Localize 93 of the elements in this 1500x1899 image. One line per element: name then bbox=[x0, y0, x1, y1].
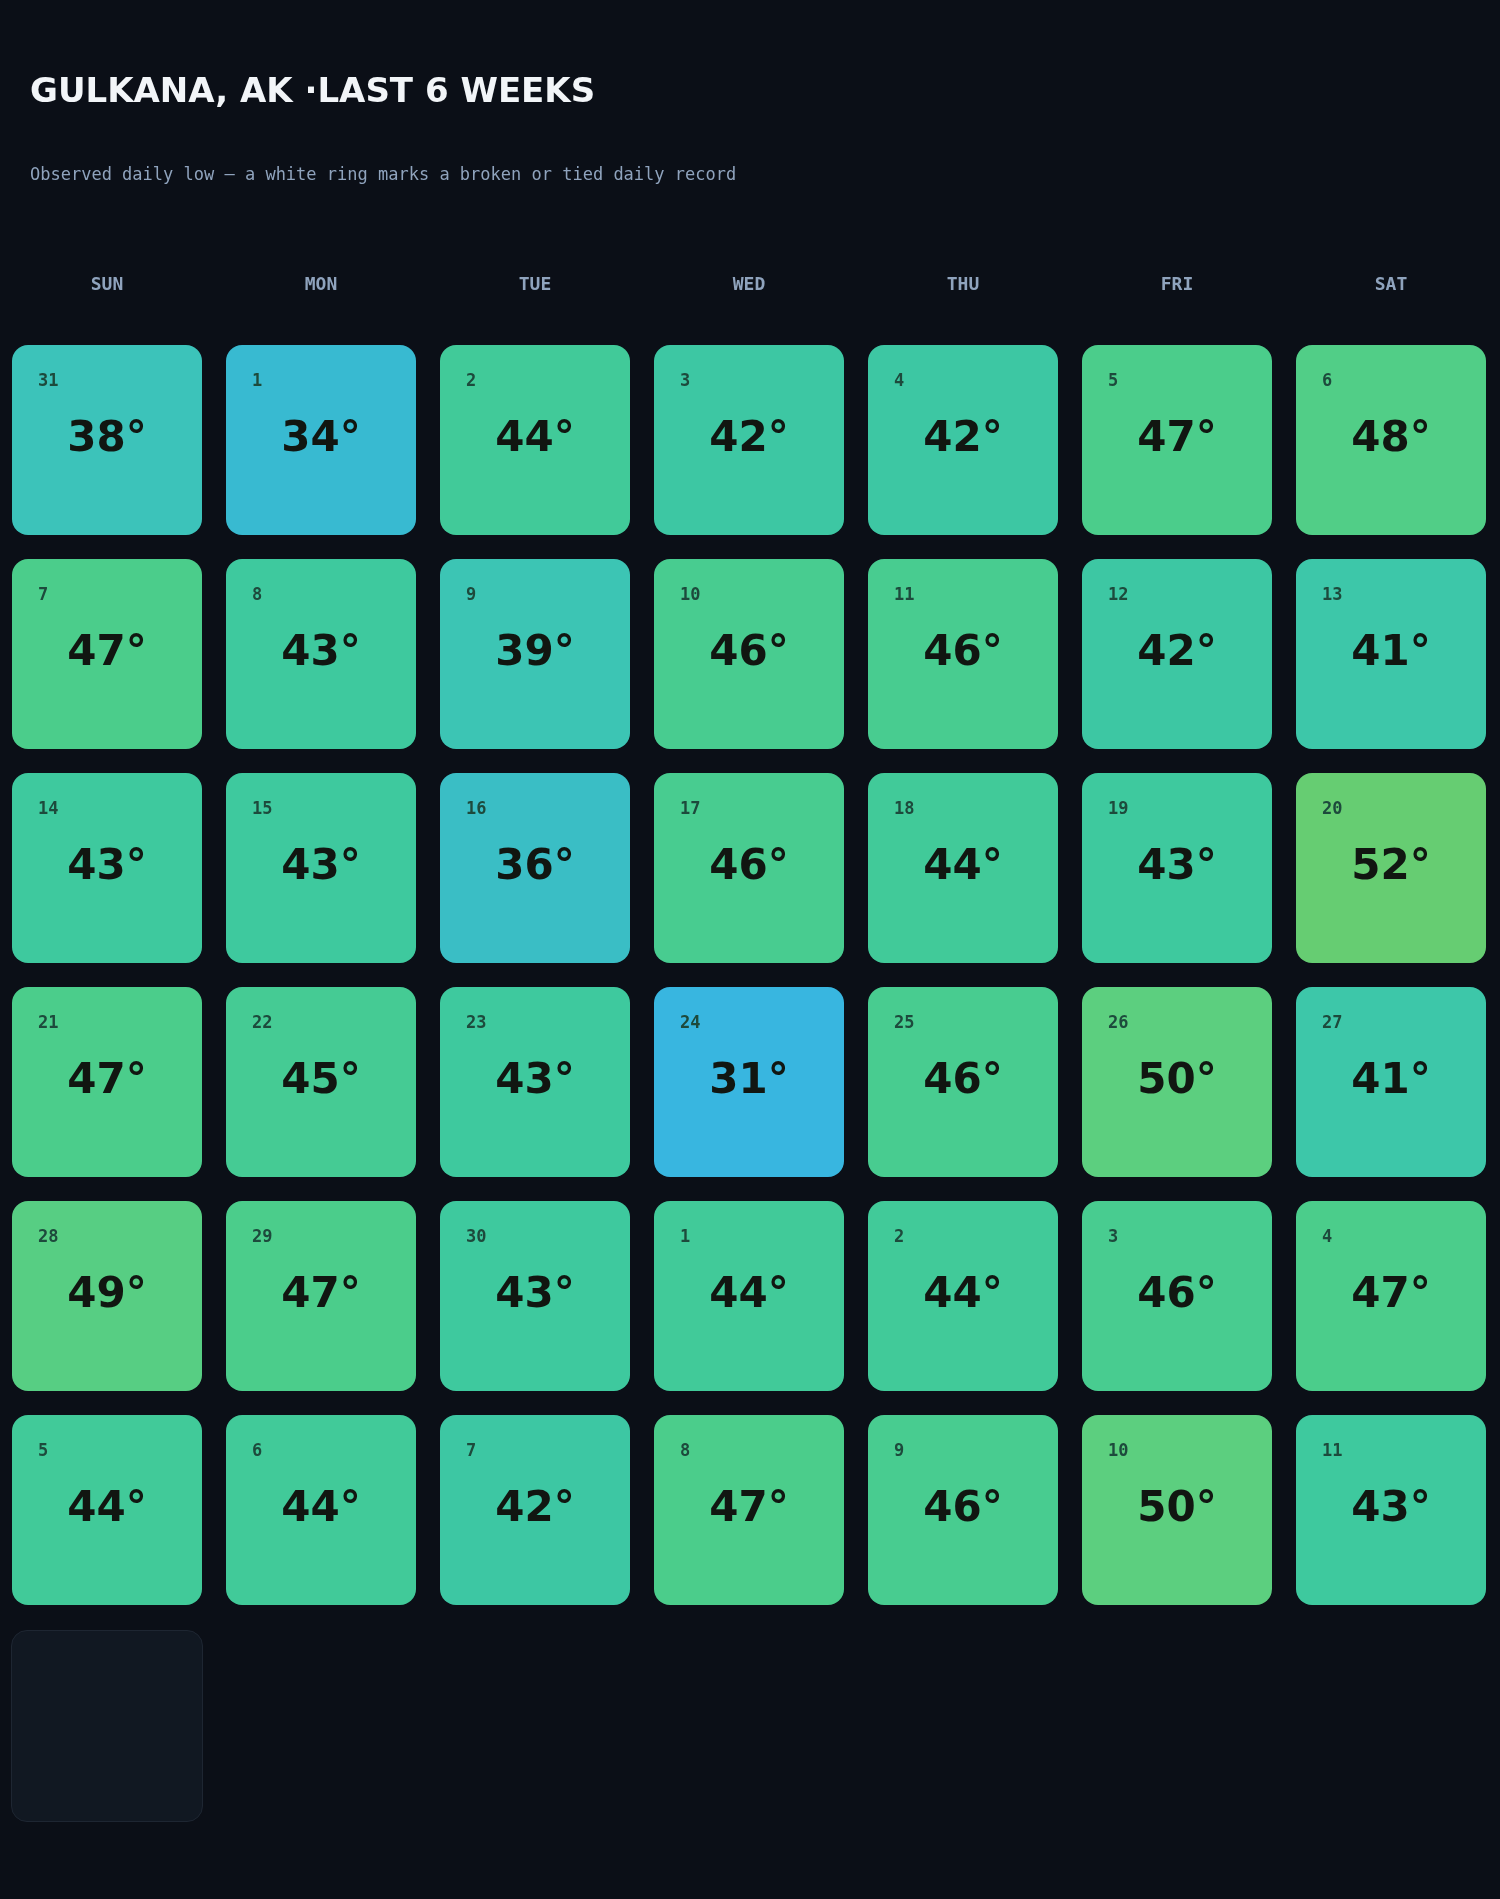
data-label: 50° bbox=[1137, 1481, 1217, 1531]
annotation: 17 bbox=[680, 798, 701, 819]
data-label: 43° bbox=[281, 625, 361, 675]
annotation: 6 bbox=[252, 1440, 263, 1461]
x-tick-label: TUE bbox=[518, 272, 552, 294]
x-tick-label: SAT bbox=[1374, 272, 1408, 294]
data-label: 43° bbox=[67, 839, 147, 889]
annotation: 5 bbox=[1108, 370, 1119, 391]
data-label: 42° bbox=[495, 1481, 575, 1531]
annotation: 30 bbox=[466, 1226, 487, 1247]
annotation: 25 bbox=[894, 1012, 915, 1033]
annotation: 23 bbox=[466, 1012, 487, 1033]
annotation: 8 bbox=[252, 584, 263, 605]
data-label: 36° bbox=[495, 839, 575, 889]
data-label: 43° bbox=[281, 839, 361, 889]
annotation: 16 bbox=[466, 798, 487, 819]
data-label: 38° bbox=[67, 411, 147, 461]
annotation: 9 bbox=[466, 584, 477, 605]
annotation: 2 bbox=[894, 1226, 905, 1247]
annotation: 1 bbox=[680, 1226, 691, 1247]
data-label: 49° bbox=[67, 1267, 147, 1317]
annotation: 7 bbox=[466, 1440, 477, 1461]
data-label: 43° bbox=[1351, 1481, 1431, 1531]
annotation: 31 bbox=[38, 370, 59, 391]
annotation: 15 bbox=[252, 798, 273, 819]
annotation: 26 bbox=[1108, 1012, 1129, 1033]
data-label: 50° bbox=[1137, 1053, 1217, 1103]
data-label: 46° bbox=[923, 1481, 1003, 1531]
data-label: 44° bbox=[923, 839, 1003, 889]
data-label: 46° bbox=[923, 625, 1003, 675]
annotation: 4 bbox=[894, 370, 905, 391]
annotation: 7 bbox=[38, 584, 49, 605]
x-tick-label: WED bbox=[732, 272, 766, 294]
annotation: 20 bbox=[1322, 798, 1343, 819]
annotation: 3 bbox=[1108, 1226, 1119, 1247]
annotation: 4 bbox=[1322, 1226, 1333, 1247]
annotation: 29 bbox=[252, 1226, 273, 1247]
chart-title: GULKANA, AK ·LAST 6 WEEKS bbox=[30, 69, 596, 110]
data-label: 43° bbox=[495, 1267, 575, 1317]
annotation: 21 bbox=[38, 1012, 59, 1033]
x-tick-label: SUN bbox=[90, 272, 124, 294]
annotation: 6 bbox=[1322, 370, 1333, 391]
data-label: 42° bbox=[1137, 625, 1217, 675]
data-label: 47° bbox=[1137, 411, 1217, 461]
data-label: 47° bbox=[1351, 1267, 1431, 1317]
data-label: 41° bbox=[1351, 1053, 1431, 1103]
annotation: 28 bbox=[38, 1226, 59, 1247]
chart-subtitle: Observed daily low — a white ring marks a broken or tied daily record bbox=[30, 164, 737, 185]
data-label: 31° bbox=[709, 1053, 789, 1103]
annotation: 2 bbox=[466, 370, 477, 391]
data-label: 47° bbox=[709, 1481, 789, 1531]
annotation: 9 bbox=[894, 1440, 905, 1461]
data-label: 34° bbox=[281, 411, 361, 461]
annotation: 3 bbox=[680, 370, 691, 391]
x-tick-label: MON bbox=[304, 272, 338, 294]
annotation: 11 bbox=[1322, 1440, 1343, 1461]
data-label: 45° bbox=[281, 1053, 361, 1103]
data-label: 52° bbox=[1351, 839, 1431, 889]
data-label: 46° bbox=[1137, 1267, 1217, 1317]
data-label: 39° bbox=[495, 625, 575, 675]
annotation: 11 bbox=[894, 584, 915, 605]
annotation: 10 bbox=[1108, 1440, 1129, 1461]
x-tick-label: THU bbox=[946, 272, 980, 294]
data-label: 42° bbox=[923, 411, 1003, 461]
annotation: 13 bbox=[1322, 584, 1343, 605]
data-label: 46° bbox=[709, 625, 789, 675]
annotation: 18 bbox=[894, 798, 915, 819]
data-label: 43° bbox=[495, 1053, 575, 1103]
data-label: 46° bbox=[709, 839, 789, 889]
data-label: 44° bbox=[281, 1481, 361, 1531]
annotation: 12 bbox=[1108, 584, 1129, 605]
annotation: 10 bbox=[680, 584, 701, 605]
data-label: 44° bbox=[67, 1481, 147, 1531]
annotation: 19 bbox=[1108, 798, 1129, 819]
data-label: 47° bbox=[281, 1267, 361, 1317]
annotation: 24 bbox=[680, 1012, 701, 1033]
data-label: 47° bbox=[67, 625, 147, 675]
data-label: 46° bbox=[923, 1053, 1003, 1103]
annotation: 22 bbox=[252, 1012, 273, 1033]
annotation: 8 bbox=[680, 1440, 691, 1461]
annotation: 14 bbox=[38, 798, 59, 819]
data-label: 48° bbox=[1351, 411, 1431, 461]
data-label: 43° bbox=[1137, 839, 1217, 889]
data-label: 44° bbox=[495, 411, 575, 461]
data-label: 44° bbox=[709, 1267, 789, 1317]
data-label: 44° bbox=[923, 1267, 1003, 1317]
annotation: 1 bbox=[252, 370, 263, 391]
data-label: 47° bbox=[67, 1053, 147, 1103]
x-tick-label: FRI bbox=[1160, 272, 1194, 294]
data-label: 41° bbox=[1351, 625, 1431, 675]
annotation: 5 bbox=[38, 1440, 49, 1461]
annotation: 27 bbox=[1322, 1012, 1343, 1033]
data-label: 42° bbox=[709, 411, 789, 461]
